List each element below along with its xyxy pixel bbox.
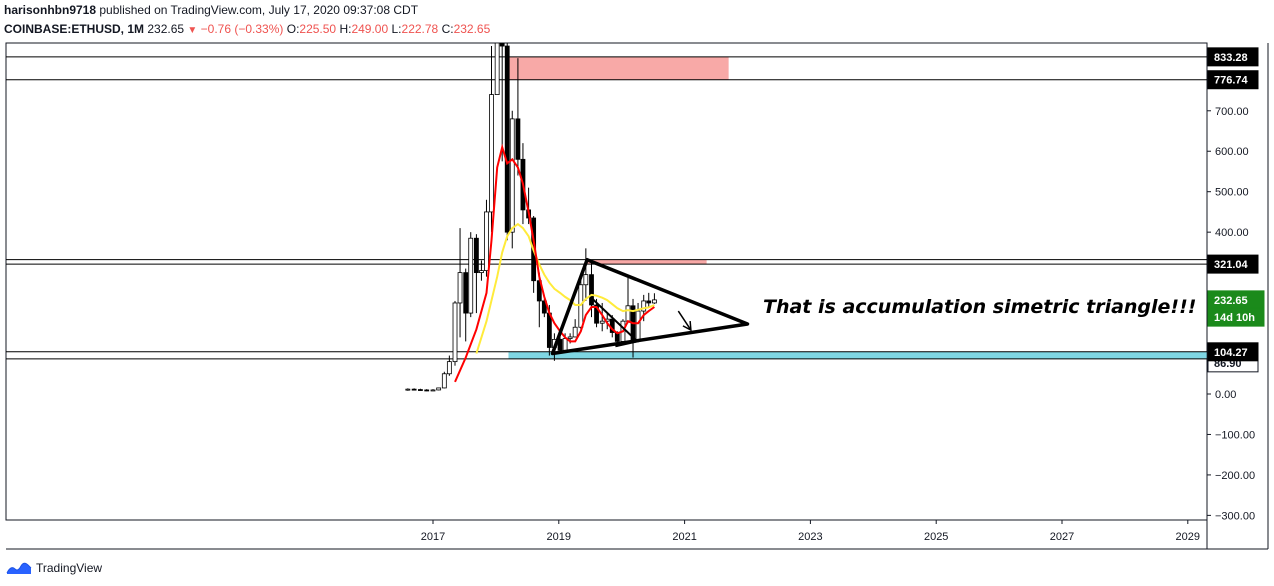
candle-body bbox=[424, 389, 430, 392]
candle-body bbox=[499, 43, 505, 47]
candle-body bbox=[625, 305, 631, 322]
y-tick-label: −300.00 bbox=[1215, 510, 1255, 522]
candle-body bbox=[509, 118, 515, 233]
price-label-text: 104.27 bbox=[1214, 347, 1248, 359]
published-text: published on TradingView.com, July 17, 2… bbox=[99, 3, 419, 17]
candle-body bbox=[562, 338, 568, 351]
candle-body bbox=[589, 274, 594, 306]
high-label: H: bbox=[339, 22, 352, 36]
symmetric-triangle bbox=[550, 257, 750, 356]
candle-body bbox=[635, 310, 641, 341]
resistance-zone-top bbox=[508, 56, 729, 80]
candle-body bbox=[515, 118, 521, 160]
candle-body bbox=[405, 388, 411, 391]
y-tick-label: 0.00 bbox=[1215, 389, 1236, 401]
low-value: 222.78 bbox=[401, 22, 439, 36]
footer-brand-label: TradingView bbox=[36, 561, 103, 575]
y-tick-label: −200.00 bbox=[1215, 470, 1255, 482]
y-tick-label: −100.00 bbox=[1215, 429, 1255, 441]
candle-body bbox=[411, 388, 417, 391]
x-tick-label: 2025 bbox=[924, 531, 948, 543]
candle-body bbox=[504, 45, 510, 233]
x-tick-label: 2029 bbox=[1176, 531, 1200, 543]
price-label-text: 232.65 bbox=[1214, 295, 1248, 307]
resistance-zone-mid bbox=[587, 259, 707, 265]
candle-body bbox=[436, 387, 442, 391]
price-label-box bbox=[1207, 70, 1259, 90]
candle-body bbox=[474, 237, 479, 274]
price-label: 14d 10h bbox=[1207, 307, 1265, 327]
price-label-box bbox=[1207, 254, 1259, 274]
price-label-text: 776.74 bbox=[1214, 75, 1249, 87]
y-tick-label: 400.00 bbox=[1215, 227, 1249, 239]
x-tick-label: 2017 bbox=[421, 531, 445, 543]
candle-body bbox=[546, 312, 552, 348]
candle-body bbox=[418, 389, 423, 391]
candle-body bbox=[572, 326, 578, 338]
price-change: −0.76 (−0.33%) bbox=[200, 22, 284, 36]
candle-body bbox=[457, 272, 463, 304]
candle-body bbox=[567, 336, 573, 339]
price-label: 776.74 bbox=[1207, 70, 1259, 90]
tradingview-logo-icon bbox=[6, 562, 32, 574]
inner-triangle bbox=[589, 296, 640, 348]
x-tick-label: 2021 bbox=[672, 531, 696, 543]
candle-body bbox=[494, 43, 500, 95]
candle-body bbox=[446, 361, 452, 375]
price-label: 104.27 bbox=[1207, 342, 1259, 362]
last-price: 232.65 bbox=[147, 22, 185, 36]
candle-body bbox=[583, 274, 589, 286]
candle-body bbox=[479, 270, 484, 274]
candle-body bbox=[441, 373, 447, 389]
price-label-box bbox=[1207, 342, 1259, 362]
y-tick-label: 700.00 bbox=[1215, 106, 1249, 118]
high-value: 249.00 bbox=[351, 22, 389, 36]
price-label-text: 833.28 bbox=[1214, 52, 1248, 64]
low-label: L: bbox=[391, 22, 402, 36]
candle-body bbox=[652, 299, 657, 304]
candle-body bbox=[484, 211, 489, 271]
moving-average-yellow bbox=[475, 222, 655, 354]
footer-brand[interactable]: TradingView bbox=[6, 558, 102, 578]
ohlc-legend: COINBASE:ETHUSD, 1M 232.65 ▼ −0.76 (−0.3… bbox=[4, 22, 490, 36]
price-label-box bbox=[1207, 307, 1265, 327]
price-label-box bbox=[1207, 47, 1259, 67]
plot-frame bbox=[5, 42, 1208, 521]
author-name: harisonhbn9718 bbox=[4, 3, 97, 17]
symbol-label: COINBASE:ETHUSD, 1M bbox=[4, 22, 145, 36]
support-zone bbox=[508, 351, 1207, 359]
candle-body bbox=[430, 389, 436, 392]
candle-body bbox=[594, 304, 599, 324]
arrow-line bbox=[677, 310, 692, 331]
candle-body bbox=[646, 300, 652, 304]
candle-body bbox=[468, 237, 474, 314]
plot-area bbox=[6, 43, 1207, 392]
close-label: C: bbox=[441, 22, 454, 36]
publish-info: harisonhbn9718 published on TradingView.… bbox=[4, 3, 418, 17]
candle-body bbox=[599, 320, 605, 324]
candle-body bbox=[489, 94, 494, 213]
price-label-text: 14d 10h bbox=[1214, 312, 1255, 324]
price-label-text: 321.04 bbox=[1214, 259, 1249, 271]
price-label: 232.65 bbox=[1207, 290, 1265, 310]
price-label: 833.28 bbox=[1207, 47, 1259, 67]
y-tick-label: 600.00 bbox=[1215, 146, 1249, 158]
arrow-head bbox=[682, 321, 692, 332]
annotation-text: That is accumulation simetric triangle!!… bbox=[763, 296, 1196, 318]
close-value: 232.65 bbox=[453, 22, 491, 36]
x-tick-label: 2019 bbox=[547, 531, 571, 543]
price-label: 321.04 bbox=[1207, 254, 1259, 274]
candle-body bbox=[463, 272, 469, 314]
down-arrow-icon: ▼ bbox=[187, 25, 198, 36]
x-tick-label: 2027 bbox=[1050, 531, 1074, 543]
open-label: O: bbox=[286, 22, 300, 36]
y-tick-label: 500.00 bbox=[1215, 187, 1249, 199]
candle-body bbox=[557, 338, 563, 351]
x-tick-label: 2023 bbox=[798, 531, 822, 543]
open-value: 225.50 bbox=[299, 22, 337, 36]
candle-body bbox=[541, 300, 547, 314]
candle-body bbox=[641, 300, 647, 312]
candle-body bbox=[452, 302, 458, 363]
